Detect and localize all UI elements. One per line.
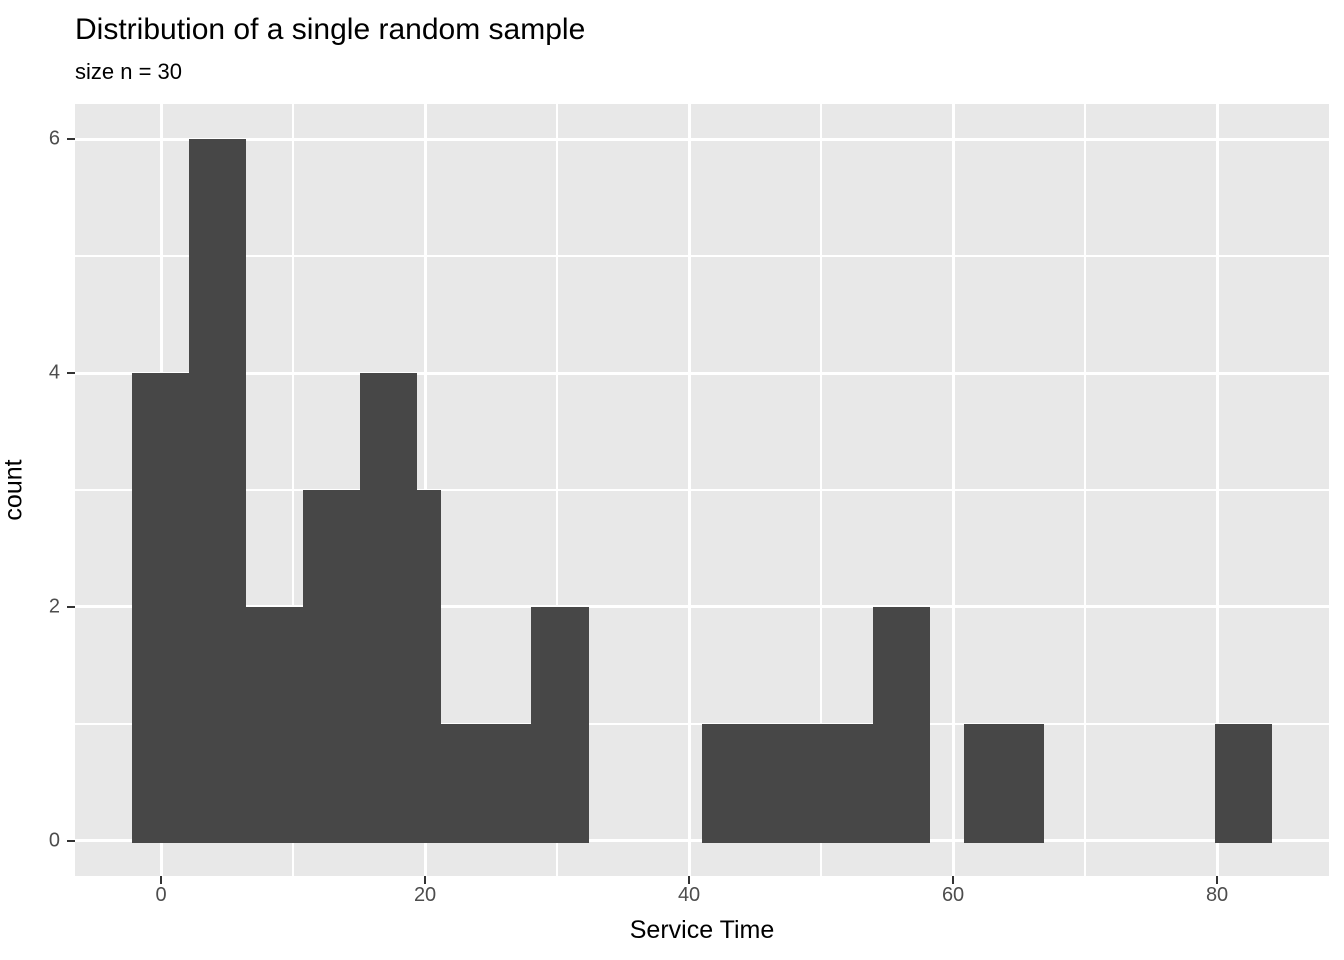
y-major-gridline [75, 371, 1329, 375]
y-tick-mark [67, 605, 75, 608]
x-major-gridline [1215, 104, 1219, 876]
histogram-bar [417, 490, 442, 843]
chart-title: Distribution of a single random sample [75, 13, 586, 46]
histogram-bar [964, 723, 1044, 843]
y-major-gridline [75, 137, 1329, 141]
y-minor-gridline [75, 255, 1329, 258]
y-minor-gridline [75, 489, 1329, 491]
histogram-bar [246, 606, 304, 843]
plot-panel [75, 104, 1329, 876]
x-major-gridline [951, 104, 955, 876]
y-axis-title: count [0, 459, 28, 521]
histogram-bar [873, 606, 931, 843]
y-axis-tick-label: 2 [48, 595, 60, 618]
x-axis-tick-label: 0 [155, 884, 167, 906]
x-tick-mark [1216, 876, 1219, 884]
x-axis-tick-label: 80 [1205, 884, 1229, 906]
y-tick-mark [67, 839, 75, 842]
y-axis-tick-label: 0 [48, 829, 60, 852]
histogram-bar [360, 373, 417, 843]
x-major-gridline [687, 104, 691, 876]
x-axis-tick-label: 60 [941, 884, 965, 906]
x-tick-mark [688, 876, 691, 884]
histogram-bar [303, 490, 361, 843]
y-axis-tick-label: 4 [48, 361, 60, 384]
histogram-bar [1215, 723, 1273, 843]
y-axis-tick-label: 6 [48, 127, 60, 150]
y-tick-mark [67, 372, 75, 375]
x-tick-mark [952, 876, 955, 884]
chart-subtitle: size n = 30 [75, 59, 183, 84]
x-axis-tick-label: 20 [413, 884, 437, 906]
y-tick-mark [67, 138, 75, 141]
y-major-gridline [75, 605, 1329, 609]
histogram-bar [702, 723, 874, 843]
x-tick-mark [160, 876, 163, 884]
histogram-bar [189, 139, 247, 843]
x-tick-mark [424, 876, 427, 884]
histogram-bar [132, 373, 190, 843]
x-axis-tick-label: 40 [677, 884, 701, 906]
histogram-bar [531, 606, 589, 843]
x-axis-title: Service Time [629, 916, 775, 944]
histogram-bar [441, 723, 532, 843]
